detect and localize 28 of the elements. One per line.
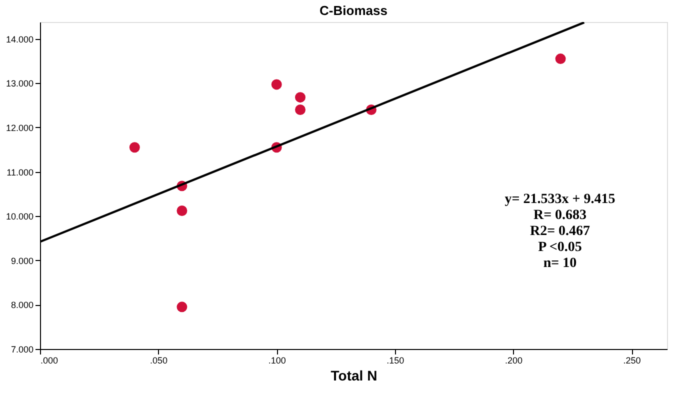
point — [295, 104, 306, 115]
y-tick-label: 10.000 — [6, 212, 34, 222]
annotation: n= 10 — [543, 256, 577, 271]
point — [176, 302, 188, 312]
point — [555, 54, 566, 64]
y-tick-label: 13.000 — [6, 78, 34, 89]
y-tick-label: 12.000 — [6, 122, 34, 133]
y-tick-label: 8.000 — [10, 300, 34, 310]
point — [176, 206, 188, 216]
annotation: P <0.05 — [538, 240, 582, 255]
x-axis-title: Total N — [330, 368, 378, 384]
chart-title: C-Biomass — [320, 3, 388, 18]
x-tick-label: .000 — [40, 356, 58, 366]
point — [129, 142, 140, 153]
annotation: R= 0.683 — [533, 208, 587, 223]
point — [295, 92, 306, 103]
y-tick-label: 14.000 — [6, 34, 34, 44]
x-tick-label: .050 — [150, 356, 168, 366]
point — [271, 79, 282, 90]
x-tick-label: .150 — [386, 356, 404, 366]
x-tick-label: .100 — [268, 356, 286, 366]
y-tick-label: 11.000 — [6, 167, 34, 178]
annotation: y= 21.533x + 9.415 — [504, 192, 616, 207]
x-tick-label: .200 — [504, 356, 522, 366]
x-tick-label: .250 — [623, 356, 641, 366]
y-tick-label: 9.000 — [10, 256, 34, 266]
annotation: R2= 0.467 — [530, 224, 590, 239]
y-tick-label: 7.000 — [10, 344, 34, 354]
